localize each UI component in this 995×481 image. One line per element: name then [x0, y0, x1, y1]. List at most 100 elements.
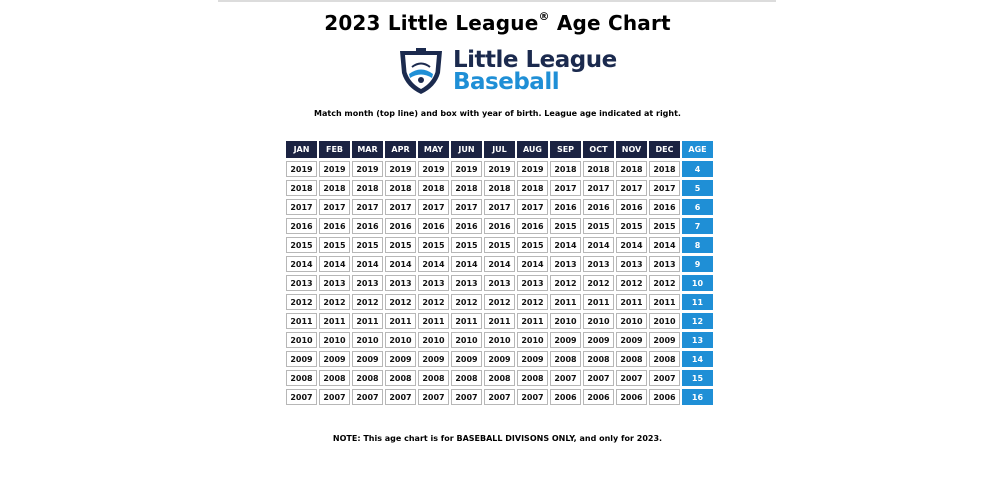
birth-year-cell: 2011	[451, 313, 482, 329]
birth-year-cell: 2011	[286, 313, 317, 329]
birth-year-cell: 2015	[319, 237, 350, 253]
birth-year-cell: 2009	[418, 351, 449, 367]
league-age-cell: 7	[682, 218, 713, 234]
birth-year-cell: 2018	[451, 180, 482, 196]
top-divider	[218, 0, 776, 2]
birth-year-cell: 2015	[385, 237, 416, 253]
birth-year-cell: 2017	[517, 199, 548, 215]
league-age-cell: 13	[682, 332, 713, 348]
age-header: AGE	[682, 141, 713, 158]
birth-year-cell: 2012	[616, 275, 647, 291]
league-age-cell: 15	[682, 370, 713, 386]
birth-year-cell: 2015	[352, 237, 383, 253]
birth-year-cell: 2009	[385, 351, 416, 367]
page-title: 2023 Little League® Age Chart	[0, 10, 995, 35]
birth-year-cell: 2011	[583, 294, 614, 310]
birth-year-cell: 2013	[616, 256, 647, 272]
birth-year-cell: 2014	[649, 237, 680, 253]
birth-year-cell: 2010	[583, 313, 614, 329]
birth-year-cell: 2019	[286, 161, 317, 177]
birth-year-cell: 2006	[583, 389, 614, 405]
birth-year-cell: 2011	[385, 313, 416, 329]
birth-year-cell: 2015	[517, 237, 548, 253]
birth-year-cell: 2016	[550, 199, 581, 215]
birth-year-cell: 2011	[517, 313, 548, 329]
birth-year-cell: 2008	[286, 370, 317, 386]
birth-year-cell: 2014	[484, 256, 515, 272]
title-suffix: Age Chart	[549, 11, 671, 35]
birth-year-cell: 2016	[385, 218, 416, 234]
table-row: 2010 2010 2010 2010 2010 2010 2010 2010 2009 2009…	[286, 332, 713, 348]
birth-year-cell: 2017	[583, 180, 614, 196]
age-chart-table: JAN FEB MAR APR MAY JUN JUL AUG SEP OCT NOV DEC AGE …	[284, 138, 715, 408]
birth-year-cell: 2006	[616, 389, 647, 405]
birth-year-cell: 2010	[352, 332, 383, 348]
birth-year-cell: 2013	[484, 275, 515, 291]
birth-year-cell: 2014	[352, 256, 383, 272]
birth-year-cell: 2014	[583, 237, 614, 253]
birth-year-cell: 2018	[286, 180, 317, 196]
birth-year-cell: 2013	[517, 275, 548, 291]
birth-year-cell: 2013	[385, 275, 416, 291]
birth-year-cell: 2009	[583, 332, 614, 348]
title-main: 2023 Little League	[324, 11, 539, 35]
birth-year-cell: 2019	[319, 161, 350, 177]
birth-year-cell: 2007	[517, 389, 548, 405]
table-row: 2018 2018 2018 2018 2018 2018 2018 2018 2017 2017…	[286, 180, 713, 196]
month-header-nov: NOV	[616, 141, 647, 158]
birth-year-cell: 2009	[451, 351, 482, 367]
birth-year-cell: 2015	[616, 218, 647, 234]
month-header-aug: AUG	[517, 141, 548, 158]
birth-year-cell: 2015	[418, 237, 449, 253]
birth-year-cell: 2011	[484, 313, 515, 329]
table-row: 2017 2017 2017 2017 2017 2017 2017 2017 2016 2016…	[286, 199, 713, 215]
birth-year-cell: 2019	[484, 161, 515, 177]
birth-year-cell: 2007	[484, 389, 515, 405]
birth-year-cell: 2009	[649, 332, 680, 348]
birth-year-cell: 2006	[550, 389, 581, 405]
table-row: 2014 2014 2014 2014 2014 2014 2014 2014 2013 2013…	[286, 256, 713, 272]
birth-year-cell: 2017	[616, 180, 647, 196]
month-header-mar: MAR	[352, 141, 383, 158]
month-header-sep: SEP	[550, 141, 581, 158]
birth-year-cell: 2019	[418, 161, 449, 177]
birth-year-cell: 2012	[550, 275, 581, 291]
birth-year-cell: 2019	[517, 161, 548, 177]
birth-year-cell: 2014	[616, 237, 647, 253]
birth-year-cell: 2013	[286, 275, 317, 291]
table-row: 2015 2015 2015 2015 2015 2015 2015 2015 2014 2014…	[286, 237, 713, 253]
league-age-cell: 4	[682, 161, 713, 177]
birth-year-cell: 2008	[418, 370, 449, 386]
birth-year-cell: 2018	[418, 180, 449, 196]
birth-year-cell: 2011	[649, 294, 680, 310]
birth-year-cell: 2014	[451, 256, 482, 272]
birth-year-cell: 2010	[649, 313, 680, 329]
birth-year-cell: 2013	[352, 275, 383, 291]
birth-year-cell: 2017	[649, 180, 680, 196]
table-row: 2013 2013 2013 2013 2013 2013 2013 2013 2012 2012…	[286, 275, 713, 291]
table-row: 2007 2007 2007 2007 2007 2007 2007 2007 2006 2006…	[286, 389, 713, 405]
league-age-cell: 14	[682, 351, 713, 367]
birth-year-cell: 2017	[319, 199, 350, 215]
birth-year-cell: 2017	[385, 199, 416, 215]
month-header-may: MAY	[418, 141, 449, 158]
birth-year-cell: 2007	[319, 389, 350, 405]
birth-year-cell: 2015	[649, 218, 680, 234]
month-header-jan: JAN	[286, 141, 317, 158]
birth-year-cell: 2008	[583, 351, 614, 367]
birth-year-cell: 2007	[385, 389, 416, 405]
birth-year-cell: 2009	[286, 351, 317, 367]
league-age-cell: 6	[682, 199, 713, 215]
month-header-dec: DEC	[649, 141, 680, 158]
table-row: 2008 2008 2008 2008 2008 2008 2008 2008 2007 2007…	[286, 370, 713, 386]
birth-year-cell: 2016	[616, 199, 647, 215]
birth-year-cell: 2010	[484, 332, 515, 348]
birth-year-cell: 2014	[286, 256, 317, 272]
birth-year-cell: 2008	[451, 370, 482, 386]
birth-year-cell: 2016	[583, 199, 614, 215]
birth-year-cell: 2013	[583, 256, 614, 272]
birth-year-cell: 2010	[319, 332, 350, 348]
instructions-text: Match month (top line) and box with year…	[314, 109, 681, 118]
birth-year-cell: 2009	[352, 351, 383, 367]
birth-year-cell: 2007	[649, 370, 680, 386]
